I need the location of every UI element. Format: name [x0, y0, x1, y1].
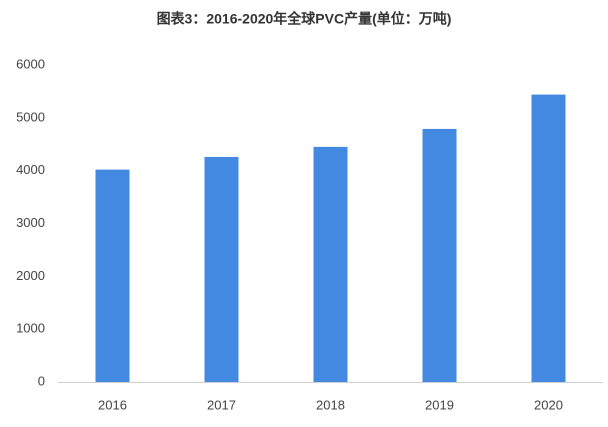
bar — [204, 156, 239, 382]
bar — [531, 94, 566, 382]
y-tick-label: 5000 — [16, 109, 45, 124]
x-tick-label: 2018 — [316, 397, 345, 412]
x-tick-label: 2019 — [425, 397, 454, 412]
y-tick-label: 6000 — [16, 56, 45, 71]
bar — [422, 128, 457, 382]
y-tick-label: 2000 — [16, 268, 45, 283]
bar — [95, 169, 130, 382]
x-tick-label: 2020 — [534, 397, 563, 412]
y-tick-label: 4000 — [16, 162, 45, 177]
bar — [313, 146, 348, 382]
y-tick-label: 1000 — [16, 321, 45, 336]
x-tick-label: 2017 — [207, 397, 236, 412]
chart-title: 图表3：2016-2020年全球PVC产量(单位：万吨) — [157, 11, 452, 27]
x-tick-label: 2016 — [98, 397, 127, 412]
y-tick-label: 0 — [38, 373, 45, 388]
y-tick-label: 3000 — [16, 215, 45, 230]
